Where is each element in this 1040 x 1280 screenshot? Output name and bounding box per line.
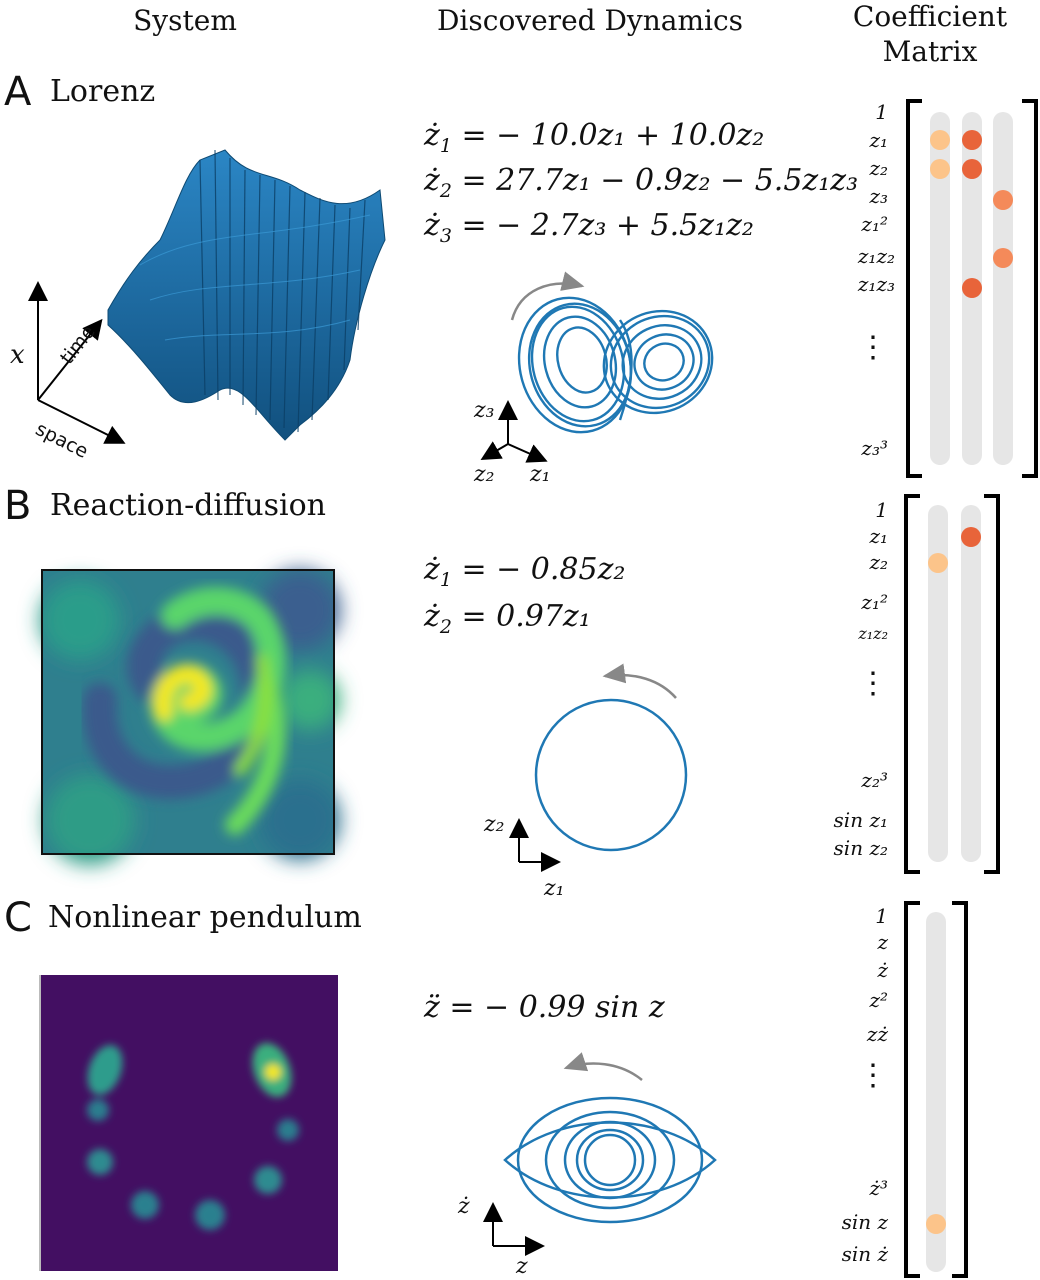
lib-b-term: z₁z₂ <box>858 624 888 643</box>
lib-a-term: z₁z₂ <box>857 244 895 268</box>
coef-c-sinz <box>926 1214 946 1234</box>
lib-c-term: ż³ <box>869 1176 888 1200</box>
coef-a-z2-eq1 <box>930 159 950 179</box>
lib-c-term: ż <box>877 958 888 982</box>
pendulum-axis-zdot: ż <box>458 1194 470 1219</box>
attractor-axis-z1: z₁ <box>530 462 551 487</box>
lib-b-ellipsis: ⋮ <box>858 666 888 701</box>
panel-name-nonlinear-pendulum: Nonlinear pendulum <box>48 900 362 935</box>
coef-a-z1z3-eq2 <box>962 278 982 298</box>
time-axis-arrow <box>37 318 103 401</box>
lib-b-term: z₂ <box>869 550 888 574</box>
coef-a-z1z2-eq3 <box>993 248 1013 268</box>
rotation-arrow-lorenz <box>510 271 585 321</box>
equations-reaction-diffusion: ż1 = − 0.85z₂ ż2 = 0.97z₁ <box>424 552 625 638</box>
lorenz-surface <box>107 149 386 441</box>
lorenz-attractor <box>517 296 714 434</box>
column-header-system: System <box>133 4 237 37</box>
pendulum-phase-axes <box>483 1202 545 1256</box>
limit-cycle <box>534 698 688 852</box>
surface-x-label: x <box>10 340 25 370</box>
lib-a-term: z₁z₃ <box>857 272 895 296</box>
space-axis-arrow <box>37 399 126 444</box>
equation-lorenz-1: ż1 = − 10.0z₁ + 10.0z₂ <box>424 118 765 157</box>
lib-c-term: sin ż <box>841 1242 888 1266</box>
lib-b-term: 1 <box>875 498 888 522</box>
lib-c-term: 1 <box>875 904 888 928</box>
lib-a-ellipsis: ⋮ <box>858 330 888 365</box>
equation-rd-1: ż1 = − 0.85z₂ <box>424 552 626 591</box>
lib-b-term: sin z₂ <box>833 836 888 860</box>
lib-c-term: z² <box>869 988 888 1012</box>
coef-matrix-a <box>906 99 1038 478</box>
attractor-axis-z2: z₂ <box>474 462 495 487</box>
pendulum-image <box>39 975 338 1271</box>
rotation-arrow-pendulum <box>563 1052 643 1081</box>
rd-axis-z1: z₁ <box>544 876 565 901</box>
equations-lorenz: ż1 = − 10.0z₁ + 10.0z₂ ż2 = 27.7z₁ − 0.9… <box>424 118 858 247</box>
column-header-coefficient-line1: Coefficient <box>852 0 1008 33</box>
coef-b-z2-eq1 <box>928 553 948 573</box>
lib-c-term: sin z <box>841 1210 888 1234</box>
rd-axis-z2: z₂ <box>484 812 505 837</box>
panel-letter-c: C <box>4 895 32 941</box>
pendulum-axis-z: z <box>516 1254 528 1279</box>
column-header-coefficient-line2: Matrix <box>882 35 978 68</box>
lib-c-term: z <box>877 930 888 954</box>
coef-a-z2-eq2 <box>962 159 982 179</box>
lib-c-term: zż <box>866 1022 888 1046</box>
coef-a-z1-eq2 <box>962 130 982 150</box>
attractor-axis-z3: z₃ <box>474 398 495 423</box>
panel-name-reaction-diffusion: Reaction-diffusion <box>50 488 327 523</box>
lib-a-term: z₃ <box>869 184 888 208</box>
panel-letter-a: A <box>4 69 32 115</box>
lib-c-ellipsis: ⋮ <box>858 1058 888 1093</box>
coef-a-z3-eq3 <box>993 190 1013 210</box>
coef-matrix-c <box>904 901 968 1278</box>
rotation-arrow-rd <box>602 663 677 699</box>
pendulum-orbits <box>503 1096 717 1224</box>
lib-a-term: z₃³ <box>861 436 888 460</box>
lib-a-term: z₁² <box>861 212 888 236</box>
coef-b-z1-eq2 <box>961 527 981 547</box>
coef-matrix-b <box>904 494 1000 874</box>
column-header-coefficient: Coefficient Matrix <box>820 0 1040 68</box>
lib-b-term: z₁ <box>869 524 888 548</box>
lib-b-term: z₁² <box>861 590 888 614</box>
lib-a-term: z₁ <box>869 128 888 152</box>
column-header-dynamics: Discovered Dynamics <box>436 4 744 37</box>
lib-a-term: 1 <box>875 100 888 124</box>
lib-a-term: z₂ <box>869 156 888 180</box>
equation-pendulum-1: z̈ = − 0.99 sin z <box>424 990 665 1025</box>
rd-phase-axes <box>509 818 561 872</box>
equation-lorenz-3: ż3 = − 2.7z₃ + 5.5z₁z₂ <box>424 208 754 247</box>
spiral-wave-image <box>40 569 340 865</box>
panel-letter-b: B <box>4 483 32 529</box>
surface-axes <box>28 281 126 444</box>
lib-b-term: z₂³ <box>861 768 888 792</box>
coef-a-z1-eq1 <box>930 130 950 150</box>
equation-rd-2: ż2 = 0.97z₁ <box>424 599 591 638</box>
panel-name-lorenz: Lorenz <box>50 74 156 109</box>
attractor-axes <box>480 400 548 463</box>
equation-lorenz-2: ż2 = 27.7z₁ − 0.9z₂ − 5.5z₁z₃ <box>424 163 859 202</box>
equations-pendulum: z̈ = − 0.99 sin z <box>424 990 665 1025</box>
lib-b-term: sin z₁ <box>833 808 888 832</box>
